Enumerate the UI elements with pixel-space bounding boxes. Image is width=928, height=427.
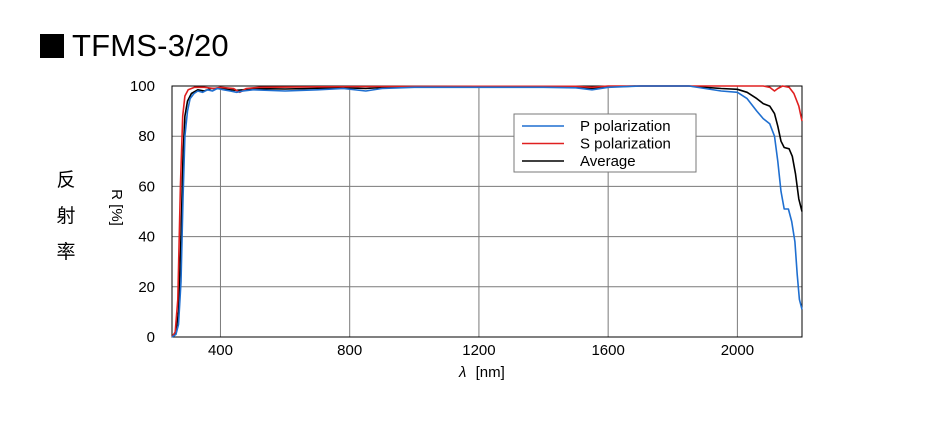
legend-label: Average [580, 153, 636, 170]
side-label: 反 射 率 [53, 162, 79, 270]
legend-label: S polarization [580, 136, 671, 153]
y-tick-label: 80 [138, 128, 155, 145]
grid [172, 86, 802, 337]
series-layer [171, 85, 803, 338]
x-tick-label: 1200 [462, 342, 495, 359]
y-tick-label: 60 [138, 178, 155, 195]
x-tick-label: 2000 [721, 342, 754, 359]
x-tick-label: 400 [208, 342, 233, 359]
y-tick-label: 40 [138, 229, 155, 246]
plot-frame [171, 85, 803, 338]
side-label-char: 率 [56, 241, 76, 263]
y-tick-label: 0 [147, 329, 155, 346]
series-line-s-polarization [171, 85, 803, 338]
legend-label: P polarization [580, 118, 671, 135]
chart-title-text: TFMS-3/20 [72, 28, 229, 63]
title-square-icon [40, 34, 64, 58]
y-tick-label: 100 [130, 78, 155, 95]
x-axis-symbol: λ [458, 364, 466, 381]
series-line-average [171, 85, 803, 338]
side-label-char: 射 [56, 205, 76, 227]
side-label-char: 反 [56, 169, 76, 191]
x-tick-label: 1600 [591, 342, 624, 359]
y-tick-label: 20 [138, 279, 155, 296]
chart-title: TFMS-3/20 [40, 26, 229, 66]
y-axis-label: R [%] [108, 189, 125, 226]
x-axis-label: λ [nm] [458, 364, 505, 381]
x-axis-unit: [nm] [476, 364, 505, 381]
x-tick-label: 800 [337, 342, 362, 359]
tick-labels: 400 800 1200 1600 2000 0 20 40 60 80 100 [130, 78, 754, 359]
series-line-p-polarization [171, 85, 803, 338]
